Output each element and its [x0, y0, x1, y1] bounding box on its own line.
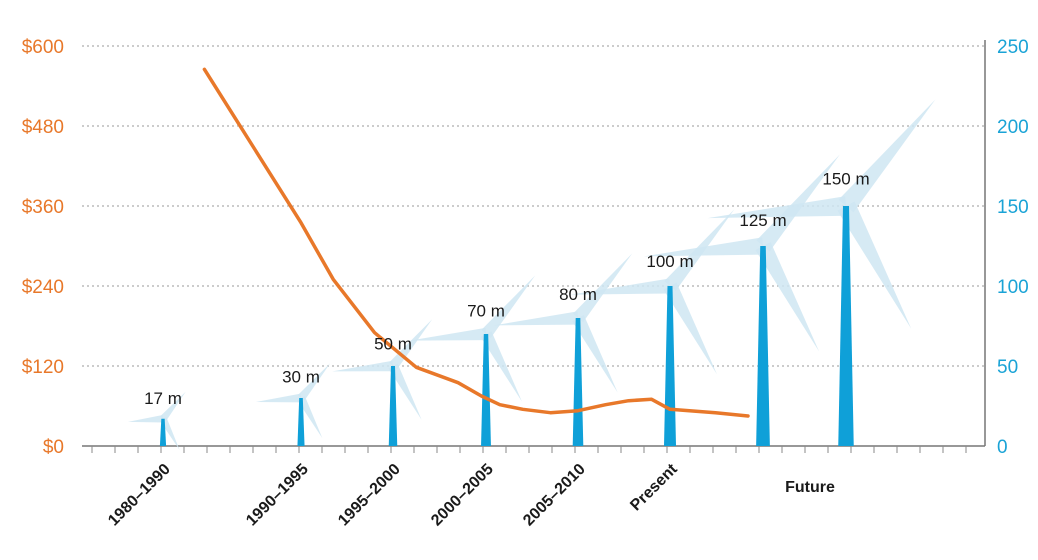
right-axis-tick-label: 200 — [997, 117, 1029, 138]
turbine-blade — [409, 327, 487, 341]
turbine-blade — [297, 395, 323, 439]
left-axis-tick-labels: $0 $120 $240 $360 $480 $600 — [22, 37, 64, 458]
gridlines — [82, 45, 985, 367]
x-axis-category-label: 1990–1995 — [243, 461, 312, 530]
x-axis-category-label: 2005–2010 — [520, 461, 589, 530]
turbine-tower — [838, 206, 854, 446]
left-axis-tick-label: $480 — [22, 117, 64, 138]
turbines — [127, 99, 936, 450]
turbine — [707, 99, 936, 446]
turbine-blade — [480, 331, 522, 402]
x-axis-category-label: Future — [785, 479, 835, 496]
right-axis-tick-label: 50 — [997, 357, 1018, 378]
cost-line — [202, 67, 750, 418]
left-axis-tick-label: $360 — [22, 197, 64, 218]
turbine-height-label: 150 m — [822, 170, 869, 189]
turbine-tower — [297, 398, 305, 446]
cost-series — [202, 67, 750, 418]
turbine — [127, 391, 186, 450]
turbine-blade — [838, 99, 936, 213]
turbine — [409, 275, 536, 446]
turbine-height-label: 17 m — [144, 389, 182, 408]
turbine-blade — [643, 237, 764, 257]
turbine-blade — [572, 314, 618, 393]
turbine-tower — [572, 318, 584, 446]
turbine-blade — [297, 363, 331, 401]
axes — [82, 40, 986, 447]
right-axis-tick-label: 250 — [997, 37, 1029, 58]
left-axis-tick-label: $120 — [22, 357, 64, 378]
right-axis-tick-label: 0 — [997, 437, 1008, 458]
left-axis-tick-label: $600 — [22, 37, 64, 58]
turbine-blade — [572, 253, 633, 323]
turbine — [643, 154, 840, 446]
turbine-height-label: 125 m — [739, 211, 786, 230]
turbine — [570, 209, 735, 446]
turbine-tower — [159, 418, 167, 446]
turbine-blade — [481, 275, 536, 338]
x-axis-category-labels: 1980–1990 1990–1995 1995–2000 2000–2005 2005… — [105, 460, 835, 529]
right-axis-tick-label: 150 — [997, 197, 1029, 218]
turbine-blade — [663, 282, 717, 375]
turbine-tower — [664, 286, 676, 446]
turbine-tower — [756, 246, 770, 446]
turbine-tower — [481, 334, 491, 446]
turbine-height-label: 30 m — [282, 368, 320, 387]
turbine-blade — [255, 393, 302, 403]
turbine-blade — [493, 311, 579, 326]
turbine-blade — [756, 154, 840, 252]
turbine-height-labels: 17 m 30 m 50 m 70 m 80 m 100 m 125 m 150 m — [144, 170, 870, 408]
turbine — [255, 363, 331, 446]
x-axis-category-label: 1995–2000 — [335, 461, 404, 530]
turbine-height-label: 80 m — [559, 285, 597, 304]
turbine-height-label: 70 m — [467, 302, 505, 321]
turbine-blade — [388, 363, 422, 420]
x-axis-category-label: 1980–1990 — [105, 461, 174, 530]
x-axis-category-label: 2000–2005 — [428, 461, 497, 530]
right-axis-tick-label: 100 — [997, 277, 1029, 298]
turbine-blade — [332, 360, 394, 372]
turbine-height-label: 50 m — [374, 335, 412, 354]
left-axis-tick-label: $240 — [22, 277, 64, 298]
turbine — [493, 253, 633, 446]
turbine-blade — [127, 415, 164, 423]
turbine-blade — [570, 278, 671, 295]
x-axis-category-label: Present — [627, 460, 681, 514]
turbine-tower — [388, 366, 398, 446]
right-axis-tick-labels: 0 50 100 150 200 250 — [997, 37, 1029, 458]
turbine-height-label: 100 m — [646, 252, 693, 271]
x-axis-minor-ticks — [91, 446, 967, 453]
turbine-blade — [755, 241, 820, 352]
turbine-blade — [707, 196, 847, 219]
turbine — [332, 319, 433, 446]
turbine-blade — [388, 319, 433, 370]
left-axis-tick-label: $0 — [43, 437, 64, 458]
turbine-blade — [160, 391, 186, 422]
turbine-blade — [837, 201, 912, 329]
